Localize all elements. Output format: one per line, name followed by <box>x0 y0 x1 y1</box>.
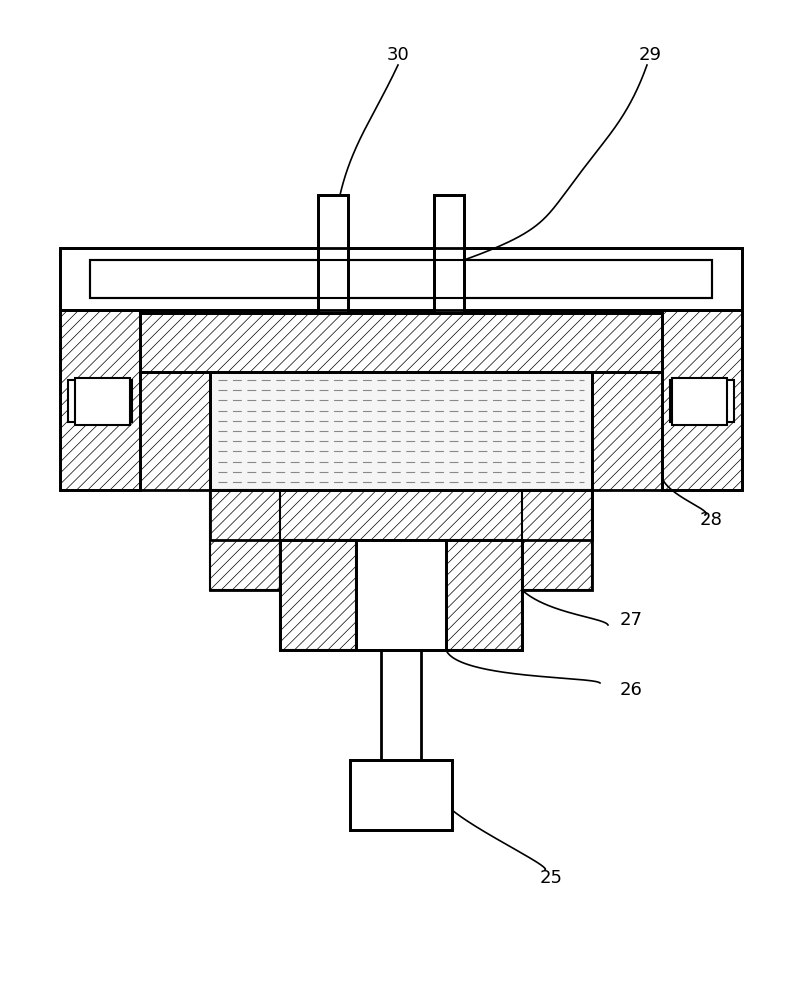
Bar <box>446 540 522 650</box>
Bar <box>140 313 662 372</box>
Bar <box>318 195 348 313</box>
Bar <box>68 380 132 422</box>
Bar <box>280 540 522 650</box>
Bar <box>318 195 348 313</box>
Bar <box>60 248 742 310</box>
Bar <box>140 372 210 490</box>
Text: 30: 30 <box>387 46 409 64</box>
Bar <box>280 540 522 650</box>
Bar <box>90 260 712 298</box>
Bar <box>210 490 592 540</box>
Bar <box>434 195 464 313</box>
Text: 26: 26 <box>620 681 643 699</box>
Text: 25: 25 <box>540 869 563 887</box>
Bar <box>522 490 592 590</box>
Text: 27: 27 <box>620 611 643 629</box>
Bar <box>350 760 452 830</box>
Bar <box>350 760 452 830</box>
Bar <box>60 248 742 310</box>
Bar <box>592 372 662 490</box>
Bar <box>356 540 446 650</box>
Bar <box>210 490 280 590</box>
Bar <box>356 540 446 650</box>
Bar <box>210 372 592 490</box>
Bar <box>672 378 727 425</box>
Bar <box>280 540 356 650</box>
Text: 28: 28 <box>700 511 723 529</box>
Bar <box>90 260 712 298</box>
Bar <box>75 378 130 425</box>
Text: 29: 29 <box>638 46 662 64</box>
Bar <box>210 490 280 590</box>
Bar <box>210 490 592 540</box>
Bar <box>60 310 140 490</box>
Bar <box>280 540 522 650</box>
Bar <box>434 195 464 313</box>
Bar <box>60 310 140 490</box>
Bar <box>140 313 662 372</box>
Bar <box>210 372 592 490</box>
Bar <box>522 490 592 590</box>
Bar <box>670 380 734 422</box>
Bar <box>662 310 742 490</box>
Bar <box>662 310 742 490</box>
